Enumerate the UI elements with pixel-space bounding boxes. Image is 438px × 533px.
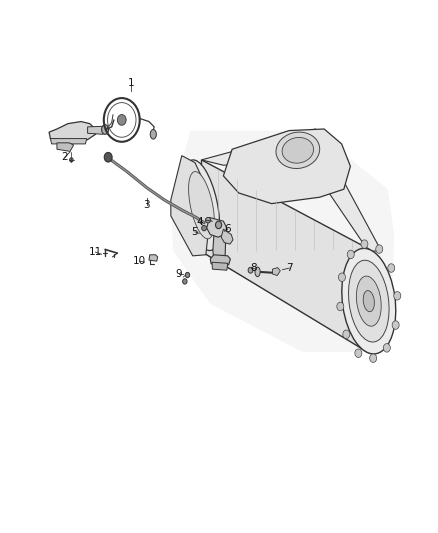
- Polygon shape: [201, 160, 369, 353]
- Polygon shape: [201, 129, 381, 252]
- Ellipse shape: [343, 330, 350, 338]
- Text: 1: 1: [128, 78, 135, 87]
- Ellipse shape: [392, 321, 399, 329]
- Polygon shape: [210, 255, 230, 265]
- Ellipse shape: [355, 349, 362, 358]
- Text: 2: 2: [61, 152, 68, 162]
- Ellipse shape: [70, 158, 73, 162]
- Ellipse shape: [102, 125, 109, 134]
- Text: 9: 9: [175, 269, 182, 279]
- Polygon shape: [207, 217, 227, 237]
- Ellipse shape: [370, 354, 377, 362]
- Ellipse shape: [388, 264, 395, 272]
- Ellipse shape: [255, 267, 260, 277]
- Text: 8: 8: [251, 263, 258, 272]
- Ellipse shape: [337, 302, 344, 311]
- Text: 4: 4: [196, 217, 203, 227]
- Ellipse shape: [184, 160, 219, 251]
- Polygon shape: [49, 122, 95, 141]
- Polygon shape: [50, 139, 87, 144]
- Ellipse shape: [104, 152, 112, 162]
- Ellipse shape: [248, 267, 253, 273]
- Ellipse shape: [276, 132, 320, 168]
- Ellipse shape: [339, 273, 346, 281]
- Ellipse shape: [363, 290, 374, 312]
- Ellipse shape: [117, 115, 126, 125]
- Polygon shape: [272, 268, 280, 276]
- Ellipse shape: [342, 248, 396, 354]
- Polygon shape: [171, 156, 210, 256]
- Ellipse shape: [282, 138, 314, 163]
- Ellipse shape: [185, 272, 190, 278]
- Text: 6: 6: [224, 224, 231, 234]
- Ellipse shape: [205, 217, 211, 223]
- Text: 7: 7: [286, 263, 293, 273]
- Ellipse shape: [201, 225, 207, 231]
- Ellipse shape: [215, 221, 222, 229]
- Polygon shape: [57, 143, 74, 151]
- Ellipse shape: [361, 240, 368, 248]
- Polygon shape: [171, 131, 394, 352]
- Polygon shape: [149, 255, 158, 261]
- Polygon shape: [223, 129, 350, 204]
- Polygon shape: [221, 229, 233, 244]
- Ellipse shape: [357, 276, 381, 326]
- Ellipse shape: [183, 279, 187, 284]
- Text: 5: 5: [191, 227, 198, 237]
- Polygon shape: [212, 262, 228, 270]
- Text: 10: 10: [133, 256, 146, 266]
- Ellipse shape: [189, 172, 214, 239]
- Ellipse shape: [347, 250, 354, 259]
- Polygon shape: [201, 248, 381, 352]
- Ellipse shape: [349, 260, 389, 342]
- Text: 11: 11: [89, 247, 102, 257]
- Polygon shape: [88, 126, 105, 134]
- Ellipse shape: [394, 292, 401, 300]
- Ellipse shape: [150, 130, 156, 139]
- Ellipse shape: [376, 245, 383, 253]
- Text: 3: 3: [143, 200, 150, 210]
- Ellipse shape: [383, 344, 390, 352]
- Polygon shape: [213, 223, 226, 262]
